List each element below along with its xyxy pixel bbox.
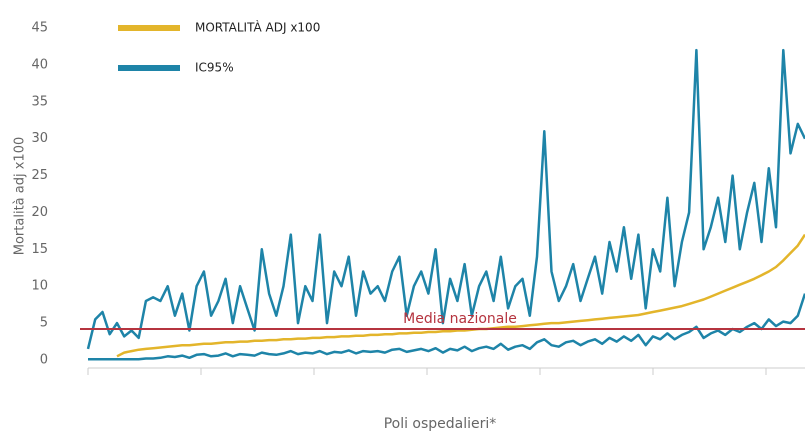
line — [116, 233, 805, 358]
line — [86, 48, 805, 350]
y-axis-title: Mortalità adj x100 — [13, 137, 28, 255]
y-tick-label: 30 — [31, 131, 48, 146]
y-tick-label: 15 — [31, 242, 48, 257]
y-tick-label: 5 — [40, 316, 48, 331]
reference-label: Media nazionale — [403, 311, 517, 327]
y-tick-label: 20 — [31, 205, 48, 220]
y-tick-label: 35 — [31, 94, 48, 109]
x-axis-title: Poli ospedalieri* — [384, 416, 497, 432]
legend-label: IC95% — [195, 61, 234, 75]
y-tick-label: 10 — [31, 279, 48, 294]
y-tick-label: 40 — [31, 57, 48, 72]
legend-label: MORTALITÀ ADJ x100 — [195, 20, 320, 35]
line — [88, 293, 805, 361]
y-tick-label: 45 — [31, 21, 48, 36]
y-tick-label: 25 — [31, 168, 48, 183]
y-tick-label: 0 — [40, 353, 48, 368]
